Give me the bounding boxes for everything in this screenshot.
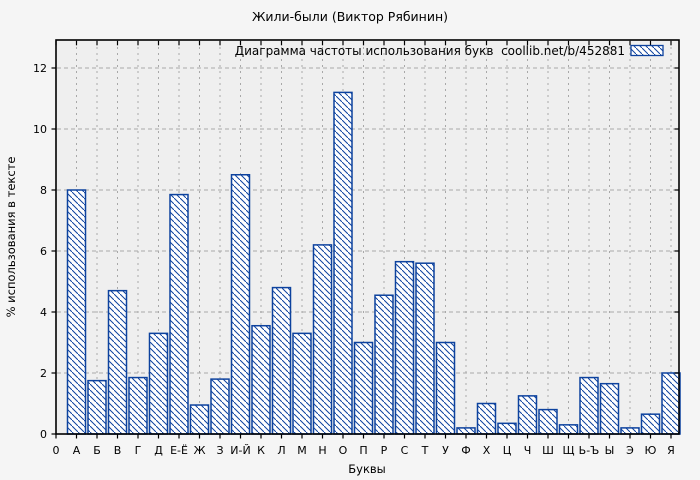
y-tick-label-4: 4 bbox=[40, 306, 47, 319]
x-tick-label-Х: Х bbox=[483, 444, 491, 457]
y-tick-label-2: 2 bbox=[40, 367, 47, 380]
bar-Т bbox=[415, 262, 435, 435]
bar-У bbox=[435, 341, 456, 435]
bar-Я bbox=[661, 372, 681, 435]
x-tick-label-Ы: Ы bbox=[605, 444, 615, 457]
x-tick-label-Р: Р bbox=[381, 444, 388, 457]
bar-И-Й bbox=[230, 174, 251, 435]
bar-Н bbox=[312, 244, 333, 435]
bar-Э bbox=[620, 427, 640, 435]
x-tick-label-У: У bbox=[442, 444, 449, 457]
plot-frame bbox=[55, 39, 680, 435]
x-tick-label-И-Й: И-Й bbox=[230, 444, 250, 457]
bar-З bbox=[210, 378, 230, 435]
y-tick-labels: 0 2 4 6 8 10 12 bbox=[33, 62, 47, 441]
bar-Г bbox=[128, 376, 148, 435]
x-axis-label: Буквы bbox=[348, 462, 386, 476]
x-tick-label-М: М bbox=[297, 444, 307, 457]
x-tick-label-Е-Ё: Е-Ё bbox=[170, 444, 188, 457]
bar-Е-Ё bbox=[169, 193, 189, 435]
legend-swatch-icon bbox=[630, 44, 664, 57]
x-tick-label-А: А bbox=[73, 444, 81, 457]
bar-Ж bbox=[189, 404, 210, 435]
bar-Ц bbox=[497, 422, 517, 435]
bar-А bbox=[66, 189, 87, 435]
x-tick-label-Ш: Ш bbox=[542, 444, 554, 457]
axis-ticks bbox=[51, 40, 679, 439]
x-tick-label-П: П bbox=[359, 444, 367, 457]
x-tick-label-Н: Н bbox=[318, 444, 326, 457]
x-tick-label-Ь-Ъ: Ь-Ъ bbox=[579, 444, 600, 457]
bar-Ф bbox=[456, 427, 476, 435]
x-tick-label-Ч: Ч bbox=[524, 444, 532, 457]
bar-Ч bbox=[517, 395, 538, 435]
x-tick-label-З: З bbox=[216, 444, 223, 457]
x-tick-label-Д: Д bbox=[154, 444, 163, 457]
x-tick-label-Я: Я bbox=[667, 444, 675, 457]
bar-В bbox=[107, 289, 128, 435]
bar-С bbox=[394, 260, 415, 435]
bar-М bbox=[292, 332, 312, 435]
y-axis-label: % использования в тексте bbox=[4, 157, 18, 318]
bar-Р bbox=[374, 294, 394, 435]
y-tick-label-12: 12 bbox=[33, 62, 47, 75]
x-tick-label-Л: Л bbox=[277, 444, 285, 457]
bar-К bbox=[251, 324, 271, 435]
y-tick-label-8: 8 bbox=[40, 184, 47, 197]
bar-П bbox=[353, 341, 374, 435]
x-tick-label-Т: Т bbox=[421, 444, 429, 457]
x-tick-label-Г: Г bbox=[135, 444, 142, 457]
x-tick-label-Ю: Ю bbox=[645, 444, 657, 457]
x-tick-label-Б: Б bbox=[93, 444, 101, 457]
x-tick-label-Щ: Щ bbox=[562, 444, 574, 457]
legend-label: Диаграмма частоты использования букв coo… bbox=[235, 44, 625, 58]
x-tick-label-С: С bbox=[401, 444, 409, 457]
bar-Ю bbox=[640, 413, 661, 435]
y-tick-label-6: 6 bbox=[40, 245, 47, 258]
bar-О bbox=[333, 91, 353, 435]
legend: Диаграмма частоты использования букв coo… bbox=[235, 44, 664, 58]
bar-Ь-Ъ bbox=[579, 376, 599, 435]
x-tick-label-0: 0 bbox=[53, 444, 60, 457]
x-tick-label-К: К bbox=[257, 444, 265, 457]
chart-title: Жили-были (Виктор Рябинин) bbox=[252, 9, 448, 24]
y-tick-label-10: 10 bbox=[33, 123, 47, 136]
bar-Б bbox=[87, 379, 107, 435]
bar-Щ bbox=[558, 424, 579, 435]
x-tick-label-В: В bbox=[114, 444, 122, 457]
bar-Д bbox=[148, 332, 169, 435]
x-tick-labels: 0 А Б В Г Д Е-Ё Ж З И-Й К Л М Н О П Р С Т У Ф Х Ц Ч Ш Щ Ь-Ъ Ы Э Ю Я bbox=[53, 444, 675, 457]
x-tick-label-Ж: Ж bbox=[194, 444, 206, 457]
y-tick-label-0: 0 bbox=[40, 428, 47, 441]
bar-Х bbox=[476, 402, 497, 435]
bar-Ы bbox=[599, 382, 620, 435]
bar-Ш bbox=[538, 408, 558, 435]
x-tick-label-О: О bbox=[339, 444, 348, 457]
bar-Л bbox=[271, 286, 292, 435]
x-tick-label-Ц: Ц bbox=[503, 444, 512, 457]
x-tick-label-Ф: Ф bbox=[461, 444, 470, 457]
x-tick-label-Э: Э bbox=[626, 444, 634, 457]
